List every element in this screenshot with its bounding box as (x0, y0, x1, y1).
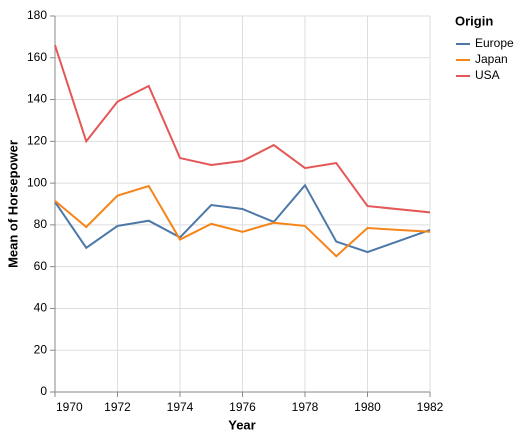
legend-label: USA (475, 68, 500, 82)
y-axis-title: Mean of Horsepower (5, 140, 20, 268)
x-tick-label: 1974 (167, 400, 194, 414)
y-tick-label: 40 (34, 301, 48, 315)
y-tick-label: 120 (27, 134, 47, 148)
y-tick-label: 80 (34, 217, 48, 231)
x-tick-label: 1972 (104, 400, 131, 414)
legend-label: Japan (475, 52, 508, 66)
x-tick-label: 1970 (56, 400, 83, 414)
x-tick-label: 1982 (417, 400, 444, 414)
x-axis-title: Year (228, 417, 255, 432)
series-line (54, 44, 431, 214)
x-tick-label: 1976 (229, 400, 256, 414)
series-line (54, 183, 431, 254)
y-tick-label: 60 (34, 259, 48, 273)
legend-label: Europe (475, 36, 514, 50)
y-tick-label: 0 (40, 384, 47, 398)
y-tick-label: 160 (27, 50, 47, 64)
x-tick-label: 1978 (292, 400, 319, 414)
series-line (54, 184, 431, 258)
y-tick-label: 140 (27, 92, 47, 106)
y-tick-label: 20 (34, 342, 48, 356)
legend-title: Origin (455, 13, 493, 28)
y-tick-label: 100 (27, 175, 47, 189)
y-tick-label: 180 (27, 8, 47, 22)
x-tick-label: 1980 (354, 400, 381, 414)
